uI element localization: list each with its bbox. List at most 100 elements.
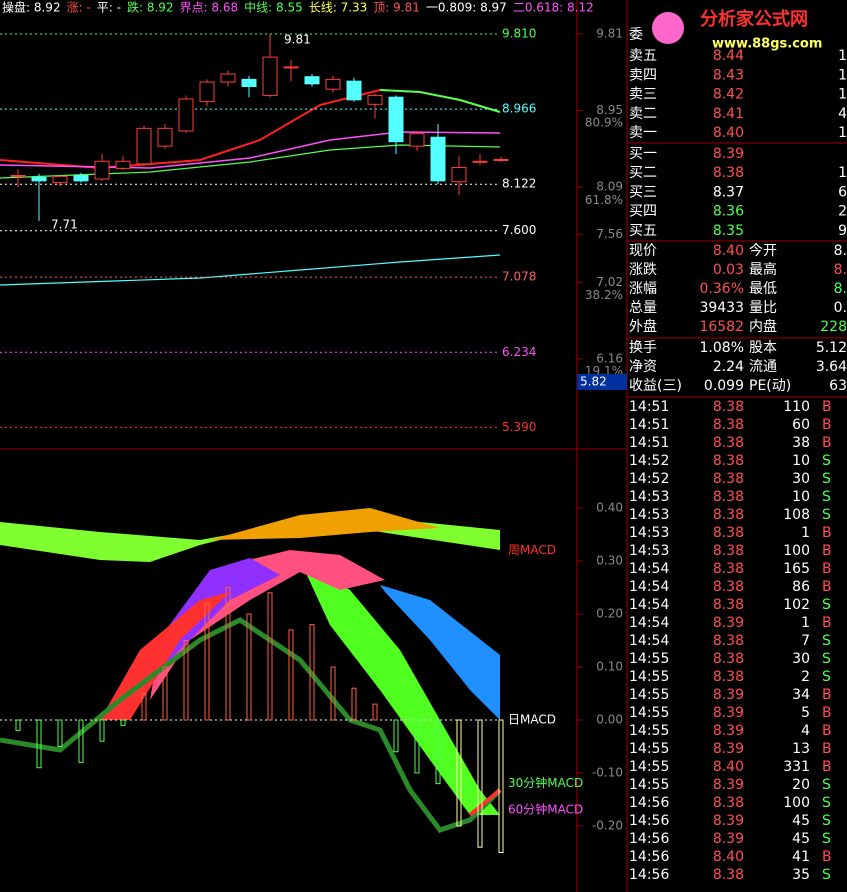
tick-price: 8.38	[713, 471, 744, 487]
tick-row: 14:51 8.38 60 B	[629, 417, 832, 433]
current-box	[577, 374, 627, 390]
header-item: 操盘: 8.92	[2, 0, 61, 15]
candle-body	[52, 175, 68, 184]
quote-text: 1	[838, 48, 847, 64]
candle-body	[388, 96, 404, 143]
tick-side: S	[822, 777, 831, 793]
quote-text: 买五	[629, 223, 657, 239]
macd-bar	[99, 719, 105, 742]
macd-bar	[477, 719, 483, 848]
axis-label: 8.95	[596, 103, 623, 117]
tick-volume: 30	[792, 471, 810, 487]
tick-time: 14:55	[629, 741, 669, 757]
tick-time: 14:54	[629, 561, 669, 577]
tick-row: 14:55 8.38 2 S	[629, 669, 831, 685]
tick-row: 14:54 8.38 86 B	[629, 579, 832, 595]
tick-row: 14:53 8.38 10 S	[629, 489, 831, 505]
axis-label: 0.10	[596, 660, 623, 674]
tick-time: 14:51	[629, 417, 669, 433]
candle-body	[220, 73, 236, 83]
header-item: 顶: 9.81	[373, 1, 420, 15]
quote-text: 1	[838, 165, 847, 181]
quote-text: 1.08%	[700, 340, 744, 356]
tick-side: B	[822, 543, 832, 559]
macd-bar	[393, 719, 399, 753]
macd-bar	[141, 693, 147, 721]
tick-volume: 165	[783, 561, 810, 577]
tick-price: 8.38	[713, 399, 744, 415]
tick-price: 8.38	[713, 417, 744, 433]
tick-time: 14:54	[629, 597, 669, 613]
tick-side: B	[822, 741, 832, 757]
tick-price: 8.39	[713, 777, 744, 793]
tick-volume: 100	[783, 795, 810, 811]
tick-price: 8.38	[713, 543, 744, 559]
quote-text: 最低	[749, 281, 777, 297]
tick-row: 14:52 8.38 30 S	[629, 471, 831, 487]
tick-row: 14:55 8.39 34 B	[629, 687, 832, 703]
tick-volume: 45	[792, 831, 810, 847]
tick-time: 14:56	[629, 813, 669, 829]
quote-text: 买四	[629, 204, 657, 220]
tick-row: 14:51 8.38 38 B	[629, 435, 832, 451]
quote-text: 8.	[834, 262, 847, 278]
axis-label: 7.02	[596, 275, 623, 289]
tick-volume: 30	[792, 651, 810, 667]
tick-volume: 331	[783, 759, 810, 775]
tick-volume: 1	[801, 615, 810, 631]
quote-text: 卖五	[629, 48, 657, 64]
tick-row: 14:55 8.39 5 B	[629, 705, 832, 721]
macd-label: 日MACD	[508, 713, 556, 727]
candle-body	[451, 167, 467, 183]
macd-bar	[78, 719, 84, 763]
tick-time: 14:53	[629, 543, 669, 559]
quote-text: 涨跌	[629, 262, 657, 278]
tick-price: 8.39	[713, 723, 744, 739]
tick-time: 14:55	[629, 669, 669, 685]
axis-label: -0.10	[592, 766, 623, 780]
candle-body	[346, 80, 362, 101]
candle-body	[409, 133, 425, 147]
tick-row: 14:55 8.39 13 B	[629, 741, 832, 757]
tick-volume: 10	[792, 453, 810, 469]
tick-side: B	[822, 417, 832, 433]
level-label: 9.810	[502, 27, 536, 41]
quote-text: 内盘	[749, 318, 777, 335]
logo: 分析家公式网 www.88gs.com	[652, 8, 822, 52]
quote-text: PE(动)	[749, 378, 791, 394]
tick-volume: 7	[801, 633, 810, 649]
tick-time: 14:54	[629, 633, 669, 649]
quote-text: 2	[838, 204, 847, 220]
tick-price: 8.38	[713, 435, 744, 451]
tick-time: 14:54	[629, 615, 669, 631]
quote-text: 3.64	[816, 359, 847, 375]
header-item: 界点: 8.68	[180, 1, 239, 15]
logo-title: 分析家公式网	[700, 8, 808, 30]
candle-body	[241, 78, 257, 88]
level-label: 6.234	[502, 345, 536, 359]
tick-volume: 35	[792, 867, 810, 883]
logo-icon	[652, 12, 684, 44]
quote-text: 收益(三)	[629, 378, 682, 394]
candle-body	[262, 56, 278, 96]
tick-volume: 20	[792, 777, 810, 793]
tick-side: B	[822, 687, 832, 703]
tick-volume: 4	[801, 723, 810, 739]
tick-volume: 41	[792, 849, 810, 865]
macd-bar	[15, 719, 21, 732]
candle-body	[115, 160, 131, 169]
tick-side: B	[822, 849, 832, 865]
macd-ribbons	[0, 508, 502, 833]
quote-text: 0.	[834, 300, 847, 316]
quote-text: 2.24	[713, 359, 744, 375]
candle-body	[304, 76, 320, 85]
candle-body	[367, 94, 383, 105]
percent-label: 38.2%	[585, 288, 623, 302]
tick-price: 8.38	[713, 651, 744, 667]
tick-side: B	[822, 759, 832, 775]
quote-text: 换手	[629, 339, 657, 356]
quote-panel: 委卖五 8.44 1卖四 8.43 1卖三 8.42 1卖二 8.41 4卖一 8.40 1买一 8.…	[627, 27, 847, 883]
tick-volume: 60	[792, 417, 810, 433]
quote-text: 39433	[699, 300, 744, 316]
